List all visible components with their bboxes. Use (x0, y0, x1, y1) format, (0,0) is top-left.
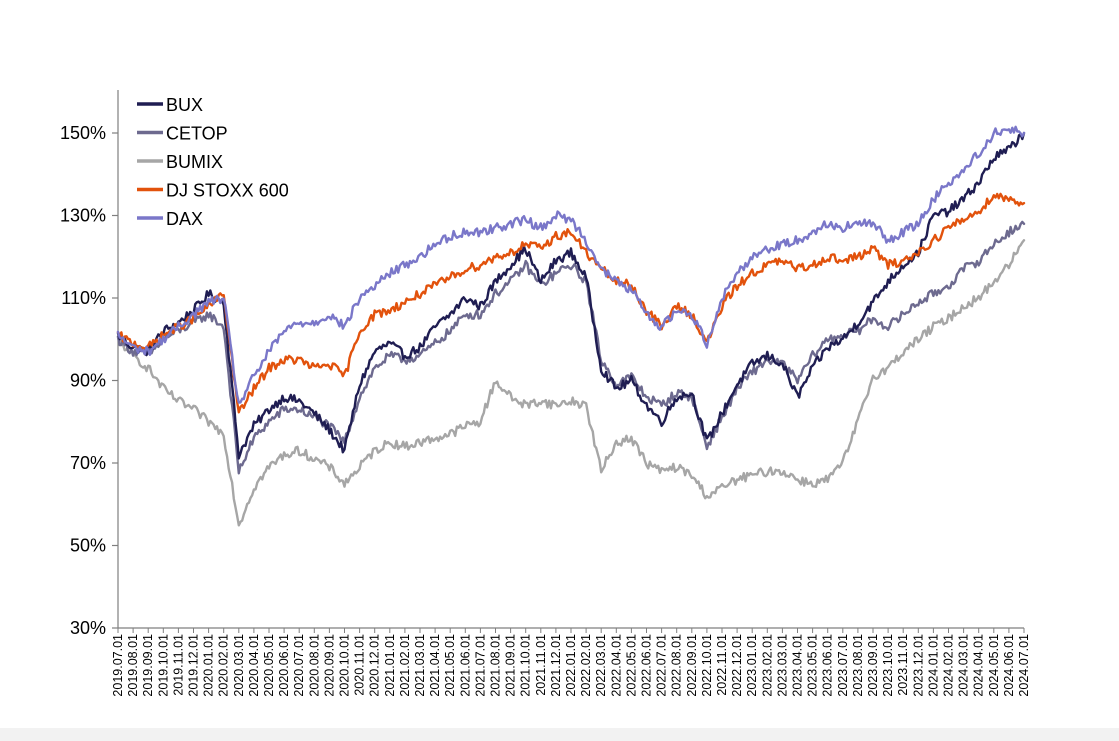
x-tick-label: 2020.09.01 (322, 634, 336, 697)
x-tick-label: 2021.10.01 (519, 634, 533, 697)
x-tick-label: 2021.09.01 (504, 634, 518, 697)
series-line-cetop (116, 220, 1026, 475)
x-tick-label: 2023.02.01 (760, 634, 774, 697)
x-tick-label: 2023.10.01 (881, 634, 895, 697)
x-tick-label: 2021.02.01 (398, 634, 412, 697)
axes (117, 90, 1024, 629)
x-tick-label: 2020.03.01 (232, 634, 246, 697)
x-tick-label: 2023.06.01 (821, 634, 835, 697)
x-tick-label: 2023.04.01 (791, 634, 805, 697)
x-tick-label: 2020.02.01 (217, 634, 231, 697)
x-tick-label: 2023.08.01 (851, 634, 865, 697)
x-tick-label: 2022.04.01 (609, 634, 623, 697)
x-tick-label: 2023.07.01 (836, 634, 850, 697)
x-tick-label: 2024.03.01 (957, 634, 971, 697)
x-tick-label: 2022.08.01 (670, 634, 684, 697)
y-tick-label: 30% (70, 618, 106, 638)
x-tick-label: 2022.03.01 (594, 634, 608, 697)
x-tick-label: 2023.09.01 (866, 634, 880, 697)
x-tick-label: 2022.01.01 (564, 634, 578, 697)
x-tick-label: 2024.04.01 (972, 634, 986, 697)
x-tick-label: 2021.11.01 (534, 634, 548, 696)
x-tick-label: 2021.06.01 (458, 634, 472, 697)
x-tick-label: 2020.07.01 (292, 634, 306, 697)
x-tick-label: 2019.12.01 (187, 634, 201, 697)
x-tick-label: 2023.12.01 (911, 634, 925, 697)
x-tick-label: 2023.05.01 (806, 634, 820, 697)
x-tick-label: 2021.04.01 (428, 634, 442, 697)
legend-label: DAX (166, 209, 203, 229)
x-tick-label: 2024.02.01 (942, 634, 956, 697)
x-tick-label: 2021.07.01 (473, 634, 487, 697)
bottom-strip (0, 728, 1119, 741)
x-tick-label: 2024.07.01 (1017, 634, 1031, 697)
x-tick-label: 2020.05.01 (262, 634, 276, 697)
legend-label: BUMIX (166, 152, 223, 172)
y-tick-label: 130% (60, 206, 106, 226)
x-tick-label: 2020.12.01 (368, 634, 382, 697)
y-tick-label: 90% (70, 371, 106, 391)
y-tick-label: 70% (70, 453, 106, 473)
x-tick-label: 2022.10.01 (700, 634, 714, 697)
x-tick-label: 2022.05.01 (624, 634, 638, 697)
x-tick-label: 2021.08.01 (489, 634, 503, 697)
x-tick-label: 2021.12.01 (549, 634, 563, 697)
x-tick-label: 2022.02.01 (579, 634, 593, 697)
x-tick-label: 2024.01.01 (926, 634, 940, 697)
series-line-dj-stoxx-600 (116, 192, 1026, 414)
y-axis-ticks: 150% 130% 110% 90% 70% 50% 30% (60, 123, 118, 638)
x-tick-label: 2021.05.01 (443, 634, 457, 697)
x-axis-ticks: 2019.07.01 2019.08.01 2019.09.01 2019.10.01… (111, 628, 1031, 697)
y-tick-label: 50% (70, 536, 106, 556)
legend-label: CETOP (166, 124, 228, 144)
y-tick-label: 150% (60, 123, 106, 143)
x-tick-label: 2020.10.01 (338, 634, 352, 697)
x-tick-label: 2022.09.01 (685, 634, 699, 697)
x-tick-label: 2022.07.01 (655, 634, 669, 697)
series-line-dax (116, 125, 1026, 404)
x-tick-label: 2019.07.01 (111, 634, 125, 697)
x-tick-label: 2019.08.01 (126, 634, 140, 697)
x-tick-label: 2019.11.01 (171, 634, 185, 696)
y-tick-label: 110% (61, 288, 106, 308)
series-line-bumix (116, 239, 1026, 527)
series-line-bux (116, 131, 1026, 460)
x-tick-label: 2020.11.01 (353, 634, 367, 696)
legend: BUX CETOP BUMIX DJ STOXX 600 DAX (137, 95, 289, 229)
legend-label: DJ STOXX 600 (166, 181, 289, 201)
x-tick-label: 2021.03.01 (413, 634, 427, 697)
x-tick-label: 2020.04.01 (247, 634, 261, 697)
x-tick-label: 2023.01.01 (745, 634, 759, 697)
x-tick-label: 2022.12.01 (730, 634, 744, 697)
x-tick-label: 2020.06.01 (277, 634, 291, 697)
x-tick-label: 2020.08.01 (307, 634, 321, 697)
legend-label: BUX (166, 95, 203, 115)
x-tick-label: 2024.06.01 (1002, 634, 1016, 697)
x-tick-label: 2021.01.01 (383, 634, 397, 697)
x-tick-label: 2020.01.01 (202, 634, 216, 697)
x-tick-label: 2022.06.01 (640, 634, 654, 697)
x-tick-label: 2022.11.01 (715, 634, 729, 696)
x-tick-label: 2024.05.01 (987, 634, 1001, 697)
x-tick-label: 2023.11.01 (896, 634, 910, 696)
x-tick-label: 2019.10.01 (156, 634, 170, 697)
x-tick-label: 2019.09.01 (141, 634, 155, 697)
x-tick-label: 2023.03.01 (775, 634, 789, 697)
series-layer (116, 125, 1026, 527)
